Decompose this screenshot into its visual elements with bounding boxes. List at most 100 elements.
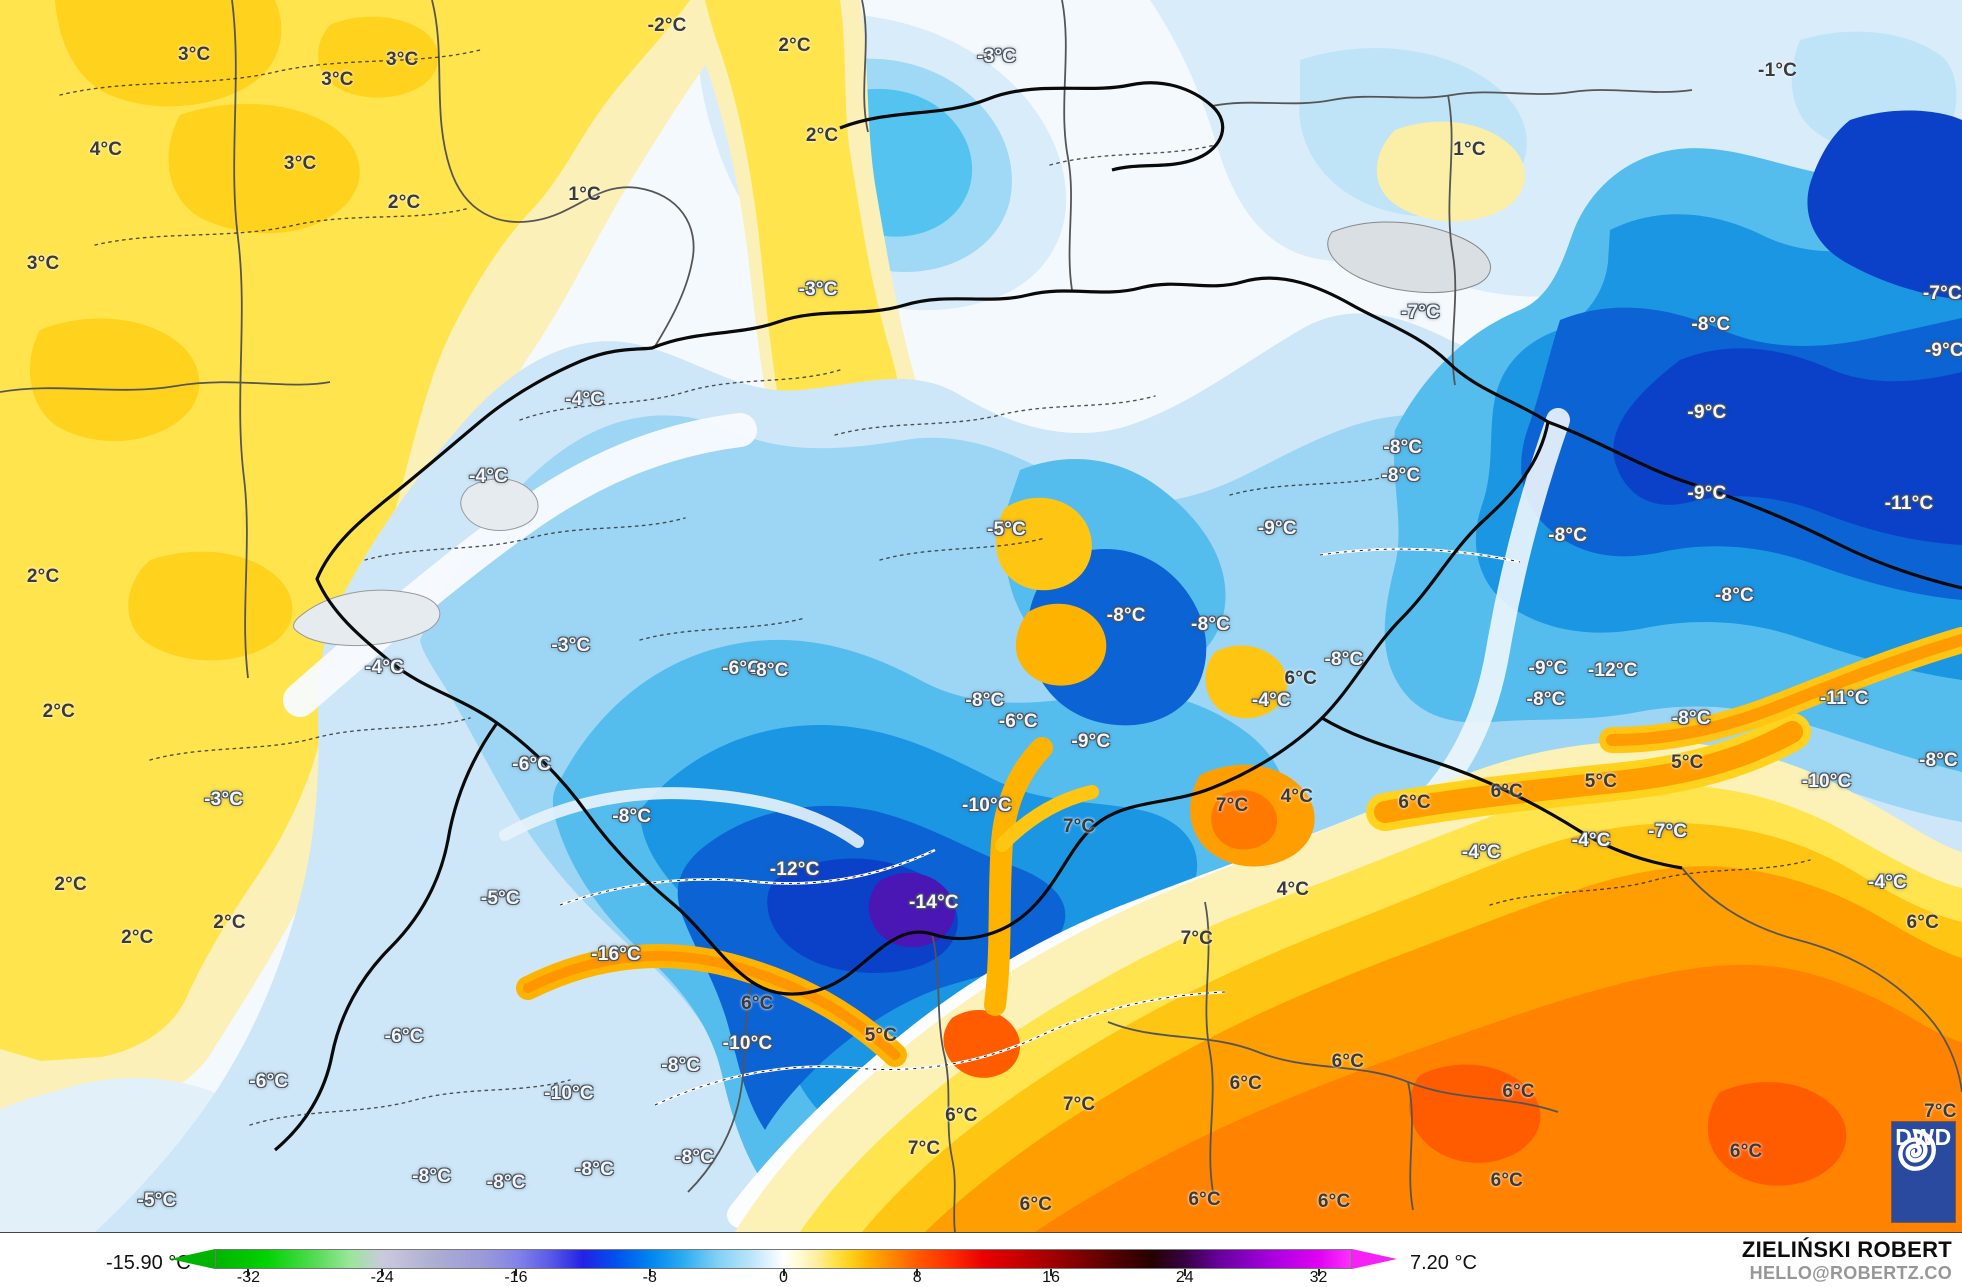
temp-label: -4°C [365,656,405,678]
spiral-icon [1898,1129,1936,1171]
temp-label: -8°C [1383,437,1423,459]
temp-label: 4°C [1280,786,1314,808]
temp-label: 7°C [1062,815,1096,837]
max-temperature-label: 7.20 °C [1410,1252,1477,1274]
temp-label: -7°C [1648,820,1688,842]
colorbar-tick [916,1269,919,1276]
temp-label: -16°C [591,943,641,965]
temp-label: 6°C [1906,911,1939,933]
temp-label: -8°C [675,1147,715,1169]
colorbar-right-arrow-icon [1352,1249,1397,1269]
temp-label: 5°C [1584,771,1618,793]
temp-label: 3°C [283,152,317,174]
colorbar-tick-label: 24 [1175,1269,1194,1286]
temp-label: 5°C [864,1025,898,1047]
temp-label: -5°C [986,518,1027,540]
temp-label: -3°C [798,278,838,300]
temp-label: 6°C [1019,1193,1053,1215]
temp-label: -9°C [1687,401,1727,423]
temp-label: 7°C [1924,1101,1957,1123]
temp-label: -8°C [1324,649,1364,671]
colorbar-tick-label: -8 [642,1269,657,1286]
temp-label: 2°C [387,192,421,214]
colorbar-tick [381,1269,384,1276]
colorbar-tick-label: 8 [912,1269,922,1286]
colorbar-tick-label: -16 [504,1269,528,1286]
temp-label: -10°C [961,794,1012,816]
temp-label: -10°C [1801,771,1852,793]
temp-label: 2°C [778,34,811,56]
temp-label: 1°C [568,183,601,205]
temp-label: -3°C [204,788,244,810]
colorbar-left-arrow-icon [170,1249,215,1269]
colorbar-tick-label: 16 [1042,1269,1060,1286]
temp-label: -8°C [749,660,789,682]
temp-label: -8°C [1548,524,1588,546]
colorbar-tick [514,1269,517,1276]
temp-label: -6°C [998,710,1038,732]
temp-label: 1°C [1453,139,1486,161]
temp-label: 7°C [1215,794,1249,816]
temp-label: 6°C [1331,1050,1365,1072]
temp-label: -9°C [1071,730,1111,752]
colorbar-tick-label: -32 [236,1269,260,1286]
temp-label: -6°C [249,1070,289,1092]
colorbar-panel: -15.90 °C -32 -24 -16 -8 0 8 16 24 32 7.20 °C ZI… [0,1233,1962,1287]
temp-label: -8°C [574,1159,614,1181]
temp-label: -1°C [1758,60,1798,82]
temp-label: 3°C [177,44,211,66]
temp-label: -3°C [977,45,1017,67]
temp-label: -4°C [565,389,605,411]
colorbar-tick [1317,1269,1320,1276]
temp-label: -11°C [1819,687,1869,709]
temp-label: 2°C [805,124,839,146]
temp-label: -5°C [480,888,520,910]
temp-label: -9°C [1257,517,1297,539]
temp-label: -10°C [722,1032,773,1054]
temp-label: -6°C [384,1026,424,1048]
temp-label: 3°C [26,252,60,274]
temp-label: 3°C [321,69,354,91]
colorbar-tick-label: -24 [370,1269,394,1286]
min-temperature-label: -15.90 °C [106,1252,191,1274]
temp-label: 2°C [121,926,154,948]
temp-label: 6°C [1229,1073,1263,1095]
temp-label: -8°C [486,1171,526,1193]
temp-label: -8°C [1671,708,1711,730]
temp-label: 6°C [1398,792,1431,814]
colorbar-tick [247,1269,250,1276]
temp-label: 6°C [1490,1170,1524,1192]
temp-label: -3°C [551,634,591,656]
colorbar-tick [1183,1269,1186,1276]
dwd-logo: DWD [1892,1122,1955,1222]
temp-label: 6°C [1729,1140,1763,1162]
temp-label: -8°C [965,690,1005,711]
temp-label: -8°C [412,1165,452,1187]
temp-label: -8°C [1691,314,1731,336]
temp-label: 2°C [26,565,60,587]
temp-label: 4°C [1276,878,1310,900]
temp-label: -8°C [1106,605,1146,626]
colorbar-gradient [215,1249,1352,1269]
temp-label: 6°C [1490,781,1524,803]
attribution-name: ZIELIŃSKI ROBERT [1741,1237,1952,1262]
temp-label: -4°C [1461,841,1501,863]
temp-label: -12°C [769,858,820,880]
temp-label: 6°C [1284,667,1318,689]
temp-label: -9°C [1528,657,1568,679]
temp-label: 6°C [1188,1188,1221,1210]
temp-label: 6°C [945,1105,978,1127]
temp-label: -8°C [1918,750,1958,772]
temp-label: -4°C [1571,830,1611,852]
temperature-field-svg [0,0,1962,1232]
temp-label: -10°C [544,1083,594,1105]
temp-label: 2°C [54,873,87,895]
temp-label: -9°C [1924,340,1962,362]
temp-label: 5°C [1671,751,1704,773]
temp-label: 6°C [741,993,774,1015]
temp-label: 2°C [213,911,246,933]
temp-label: -7°C [1922,283,1962,305]
colorbar-tick [1050,1269,1053,1276]
temp-label: -5°C [137,1190,177,1212]
